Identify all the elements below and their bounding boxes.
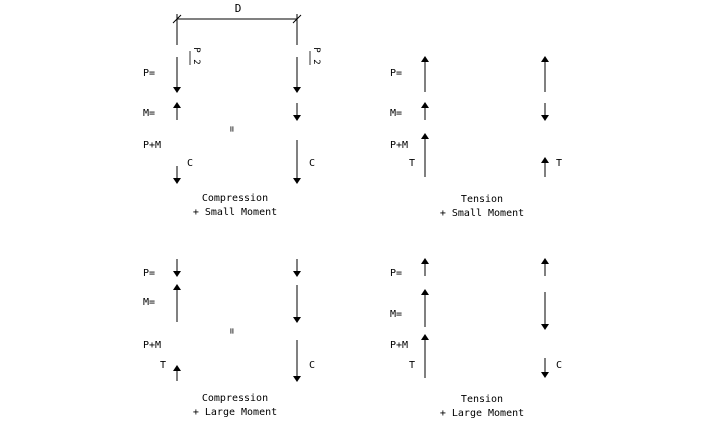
p-label-4: P=: [390, 268, 402, 279]
force-letter-left-2: T: [409, 158, 415, 169]
force-letter-right-1: C: [309, 158, 315, 169]
pm-label-2: P+M: [390, 140, 408, 151]
m-label-3: M=: [143, 297, 155, 308]
panel-caption-3b: + Large Moment: [193, 407, 277, 418]
force-letter-right-2: T: [556, 158, 562, 169]
force-letter-left-1: C: [187, 158, 193, 169]
equals-sign-3: =: [226, 328, 237, 334]
dimension-tick-right: [292, 14, 302, 24]
p-label-2: P=: [390, 68, 402, 79]
dimension-tick-left: [172, 14, 182, 24]
half-load-right: P 2: [311, 47, 321, 64]
half-load-left: P 2: [191, 47, 201, 64]
m-label-1: M=: [143, 108, 155, 119]
dimension-d: [172, 14, 302, 45]
half-load-right-numerator: P: [311, 47, 321, 53]
pm-label-3: P+M: [143, 340, 161, 351]
panel-caption-2b: + Small Moment: [440, 208, 524, 219]
force-letter-left-3: T: [160, 360, 166, 371]
pm-label-1: P+M: [143, 140, 161, 151]
m-label-4: M=: [390, 309, 402, 320]
panel-caption-4a: Tension: [461, 394, 503, 405]
panel-caption-4b: + Large Moment: [440, 408, 524, 419]
panel-caption-2a: Tension: [461, 194, 503, 205]
panel-caption-1a: Compression: [202, 193, 268, 204]
panel-caption-3a: Compression: [202, 393, 268, 404]
panel-compression-small: [173, 57, 301, 184]
panel-tension-small: [421, 56, 549, 177]
half-load-left-denominator: 2: [191, 59, 201, 64]
m-label-2: M=: [390, 108, 402, 119]
equals-sign-1: =: [226, 126, 237, 132]
force-letter-right-4: C: [556, 360, 562, 371]
force-letter-left-4: T: [409, 360, 415, 371]
half-load-right-denominator: 2: [311, 59, 321, 64]
panel-caption-1b: + Small Moment: [193, 207, 277, 218]
p-label-1: P=: [143, 68, 155, 79]
force-letter-right-3: C: [309, 360, 315, 371]
p-label-3: P=: [143, 268, 155, 279]
panel-tension-large: [421, 258, 549, 378]
half-load-left-numerator: P: [191, 47, 201, 53]
pm-label-4: P+M: [390, 340, 408, 351]
panel-compression-large: [173, 259, 301, 382]
dimension-label: D: [235, 2, 242, 15]
